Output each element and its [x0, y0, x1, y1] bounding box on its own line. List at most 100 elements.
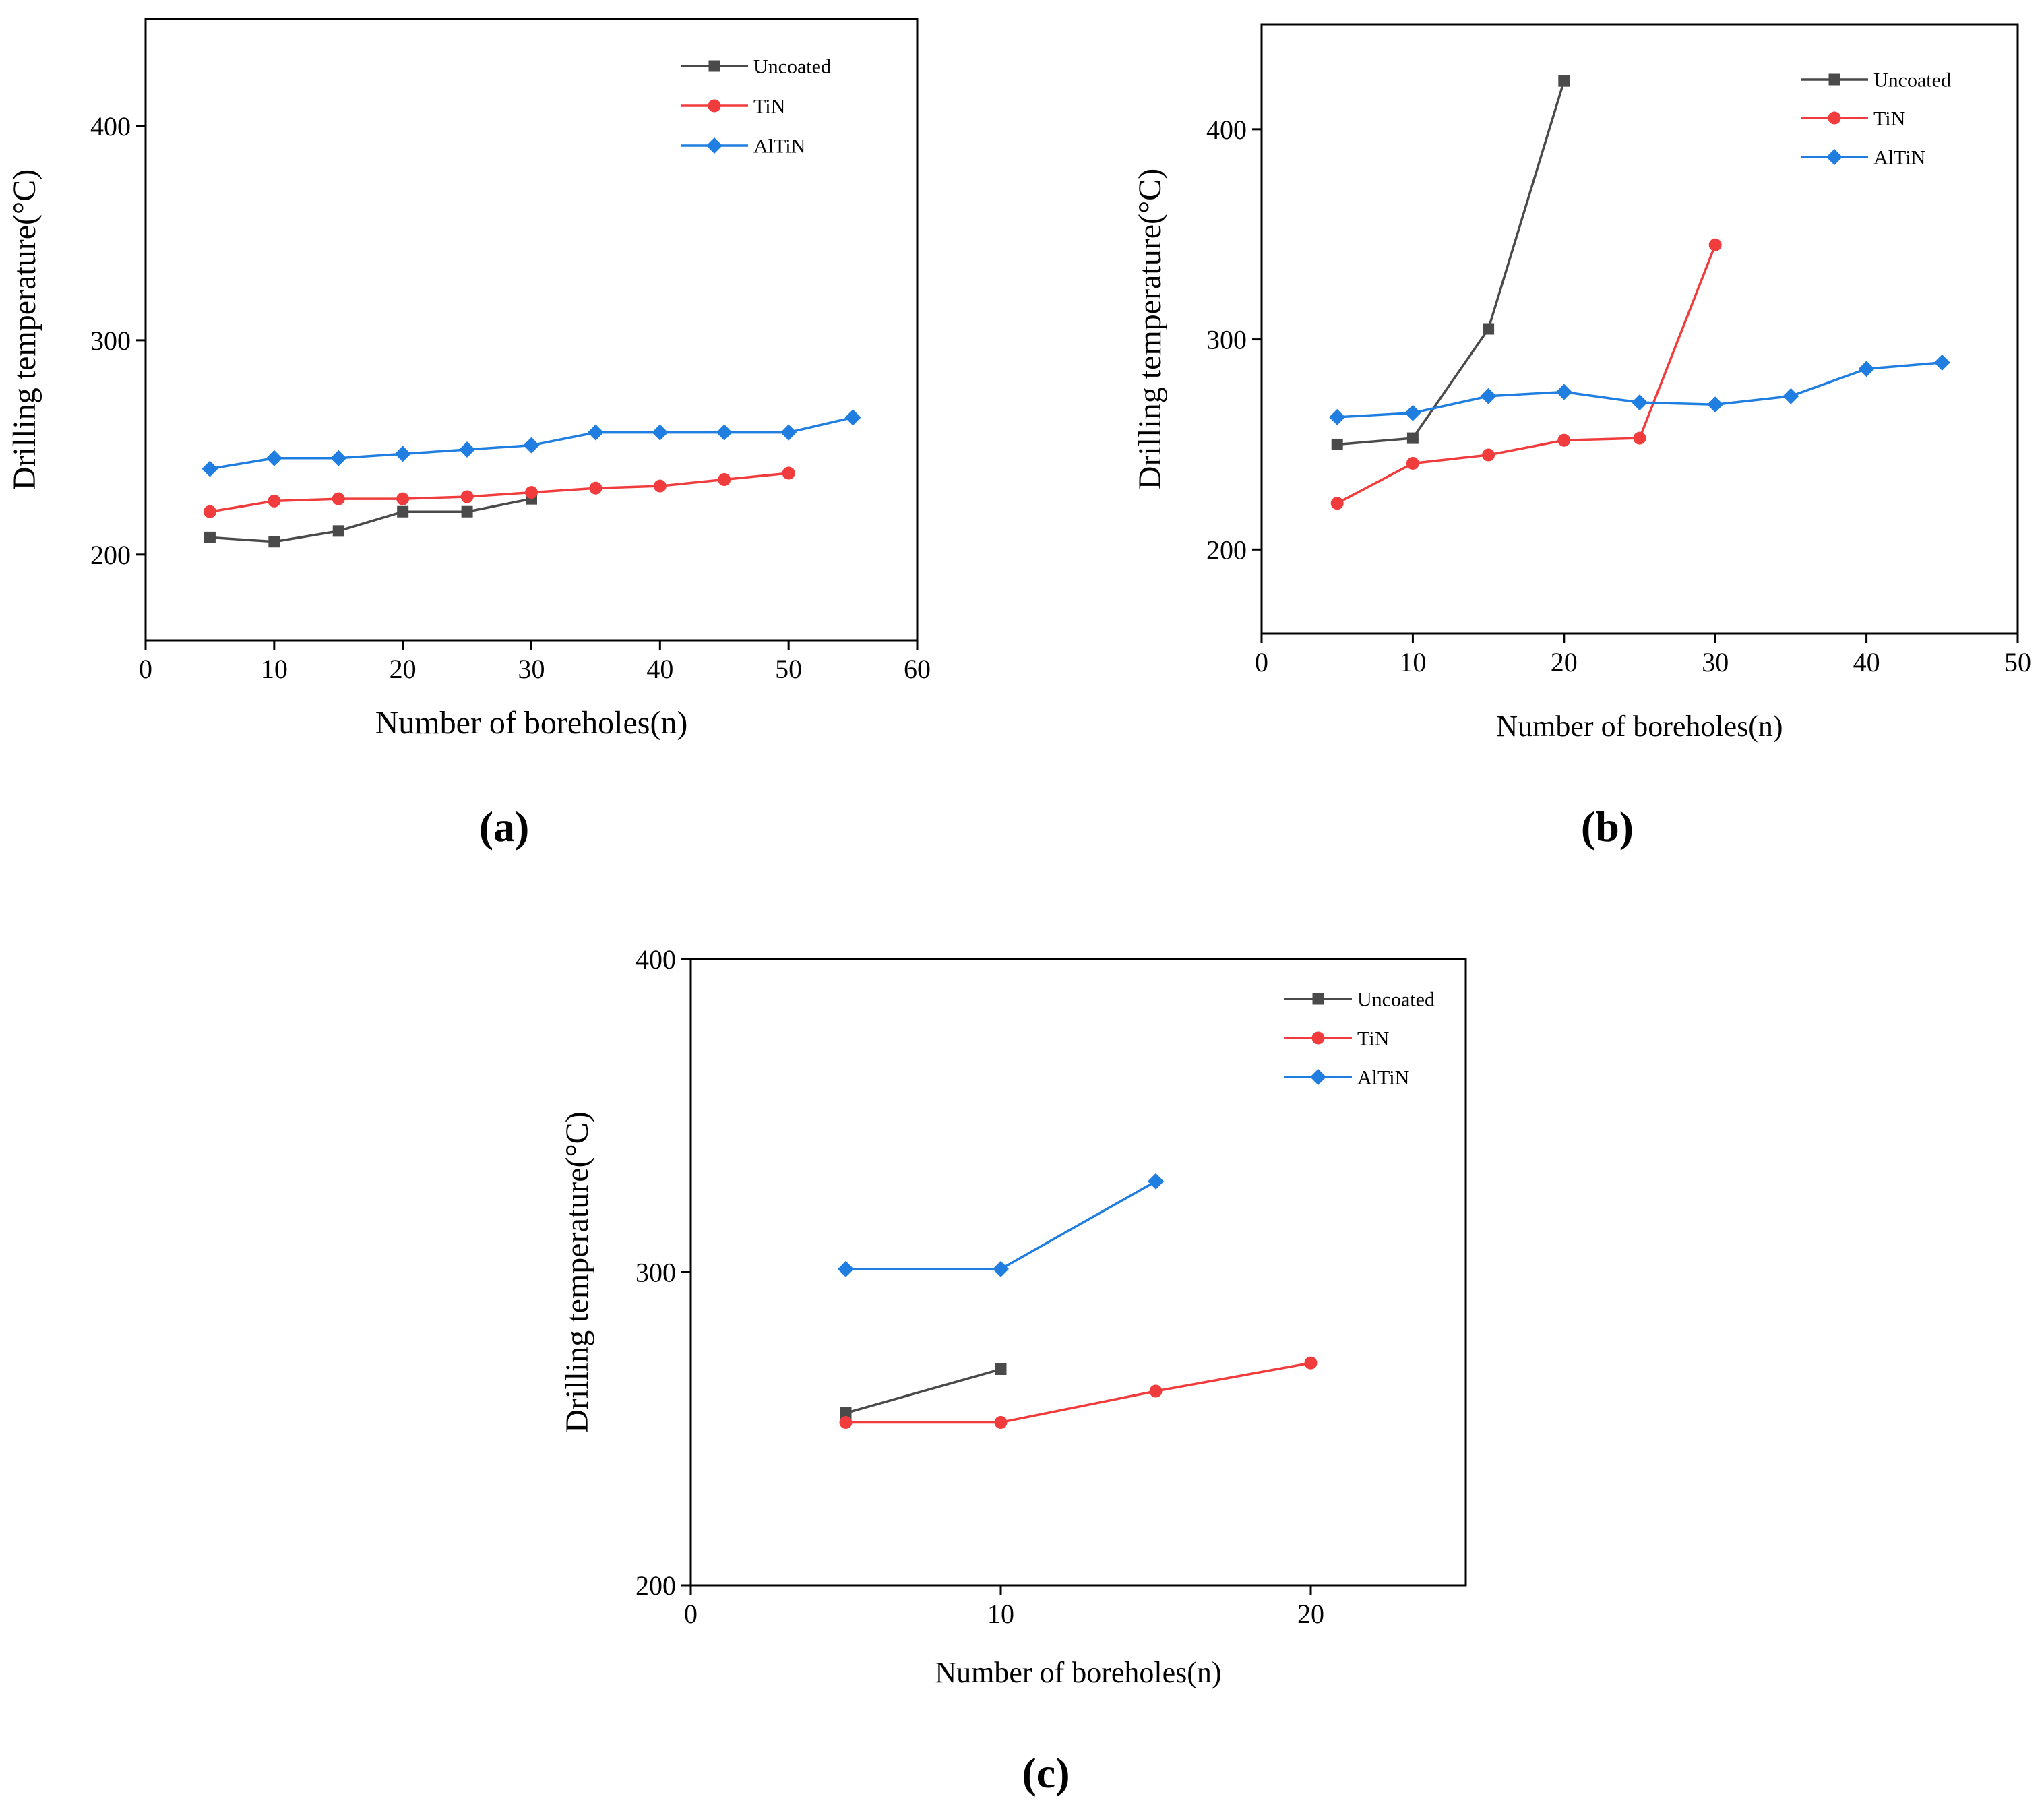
data-point-tin	[268, 494, 281, 508]
legend-label-tin: TiN	[1357, 1028, 1389, 1050]
data-point-tin	[653, 479, 667, 493]
legend-marker-uncoated	[1312, 993, 1324, 1005]
data-point-altin	[1480, 388, 1497, 404]
legend-marker-altin	[706, 137, 722, 154]
data-point-tin	[1708, 238, 1722, 251]
panel-label: (b)	[1581, 803, 1634, 851]
y-tick-label: 400	[636, 944, 676, 975]
x-tick-label: 20	[390, 654, 416, 684]
panel-label: (c)	[1022, 1749, 1070, 1797]
data-point-tin	[1406, 457, 1419, 470]
series-line-uncoated	[1337, 80, 1566, 446]
data-point-uncoated	[268, 536, 280, 548]
x-tick-label: 0	[139, 654, 152, 684]
y-tick-label: 200	[90, 540, 131, 570]
legend-marker-tin	[1311, 1031, 1325, 1045]
series-line-tin	[1336, 244, 1716, 505]
x-axis-label: Number of boreholes(n)	[935, 1656, 1221, 1689]
x-tick-label: 50	[2004, 647, 2031, 677]
data-point-tin	[1482, 448, 1495, 462]
data-point-altin	[1329, 408, 1346, 425]
series-line-uncoated	[210, 497, 532, 543]
data-point-uncoated	[1483, 323, 1495, 335]
data-point-tin	[589, 481, 602, 495]
legend-label-tin: TiN	[753, 96, 785, 118]
x-tick-label: 20	[1551, 647, 1578, 677]
y-axis-label: Drilling temperature(°C)	[7, 169, 42, 490]
data-point-tin	[1633, 431, 1646, 445]
data-point-altin	[1404, 404, 1421, 421]
data-point-tin	[1557, 433, 1571, 447]
legend-marker-altin	[1310, 1069, 1326, 1085]
data-point-altin	[394, 446, 411, 462]
x-tick-label: 10	[987, 1599, 1014, 1629]
data-point-altin	[993, 1260, 1009, 1277]
data-point-altin	[1707, 396, 1724, 413]
y-tick-label: 200	[1206, 534, 1247, 565]
legend-marker-tin	[708, 99, 721, 113]
x-tick-label: 30	[518, 654, 545, 684]
data-point-altin	[523, 437, 540, 454]
legend-label-altin: AlTiN	[753, 135, 805, 158]
data-point-uncoated	[1406, 432, 1419, 444]
x-tick-label: 40	[646, 654, 673, 684]
data-point-tin	[994, 1415, 1008, 1429]
data-point-uncoated	[1331, 438, 1343, 450]
data-point-uncoated	[840, 1407, 852, 1419]
data-point-altin	[844, 409, 861, 426]
legend-marker-uncoated	[1828, 73, 1840, 86]
x-tick-label: 0	[684, 1599, 698, 1629]
data-point-altin	[1148, 1173, 1164, 1190]
data-point-tin	[396, 492, 410, 505]
x-tick-label: 60	[904, 654, 931, 684]
x-tick-label: 40	[1853, 647, 1880, 677]
y-tick-label: 200	[636, 1570, 676, 1601]
data-point-altin	[1783, 388, 1799, 404]
data-point-uncoated	[995, 1363, 1007, 1375]
data-point-uncoated	[397, 505, 409, 518]
y-tick-label: 300	[1206, 325, 1247, 355]
series-line-tin	[210, 472, 789, 513]
data-point-altin	[330, 450, 347, 466]
x-tick-label: 10	[1399, 647, 1426, 677]
data-point-uncoated	[461, 505, 473, 518]
legend-label-uncoated: Uncoated	[753, 56, 831, 78]
data-point-tin	[332, 492, 345, 505]
data-point-tin	[839, 1415, 853, 1429]
data-point-tin	[782, 466, 795, 480]
y-tick-label: 400	[1206, 115, 1247, 145]
legend-marker-uncoated	[708, 60, 720, 72]
data-point-altin	[266, 450, 282, 466]
series-line-altin	[846, 1180, 1156, 1270]
y-axis-label: Drilling temperature(°C)	[1132, 168, 1168, 489]
data-point-tin	[1330, 497, 1344, 510]
data-point-altin	[652, 424, 669, 441]
panel-label: (a)	[479, 803, 530, 851]
data-point-tin	[460, 490, 474, 503]
legend-label-altin: AlTiN	[1873, 147, 1925, 169]
y-tick-label: 400	[90, 111, 131, 142]
data-point-tin	[525, 486, 538, 499]
x-axis-label: Number of boreholes(n)	[375, 705, 688, 741]
x-axis-label: Number of boreholes(n)	[1496, 710, 1783, 743]
data-point-altin	[716, 424, 733, 441]
data-point-altin	[1933, 354, 1950, 371]
legend-marker-tin	[1828, 111, 1841, 125]
legend-marker-altin	[1826, 149, 1842, 165]
data-point-tin	[718, 473, 731, 487]
data-point-altin	[202, 460, 218, 477]
series-line-tin	[846, 1361, 1311, 1424]
data-point-tin	[1149, 1384, 1163, 1398]
legend-label-uncoated: Uncoated	[1873, 69, 1951, 92]
y-axis-label: Drilling temperature(°C)	[559, 1111, 595, 1432]
data-point-altin	[1858, 361, 1875, 377]
data-point-altin	[459, 441, 476, 458]
data-point-uncoated	[332, 525, 344, 537]
data-point-altin	[1555, 384, 1572, 400]
legend-label-tin: TiN	[1873, 108, 1905, 130]
x-tick-label: 20	[1297, 1599, 1324, 1629]
data-point-altin	[780, 424, 797, 441]
plot-frame	[689, 958, 1467, 1587]
series-line-uncoated	[845, 1368, 1001, 1415]
